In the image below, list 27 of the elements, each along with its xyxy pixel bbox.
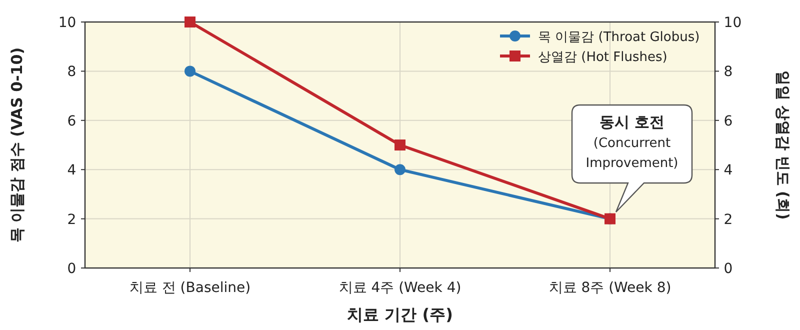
tick-label: 8 — [67, 64, 76, 80]
legend-label: 목 이물감 (Throat Globus) — [538, 30, 700, 45]
legend-label: 상열감 (Hot Flushes) — [538, 50, 668, 65]
annotation: 동시 호전 — [599, 113, 665, 131]
tick-label: 8 — [724, 64, 733, 80]
tick-label: 6 — [67, 113, 76, 130]
point — [394, 164, 406, 176]
tick-label: 4 — [67, 162, 76, 179]
tick-label: 0 — [67, 261, 76, 277]
tick-label: 0 — [724, 261, 733, 277]
tick-label: 6 — [724, 113, 733, 130]
category-label: 치료 4주 (Week 4) — [338, 280, 462, 296]
tick-label: 10 — [58, 15, 76, 31]
y-axis-title: 목 이물감 점수 (VAS 0-10) — [8, 47, 26, 243]
annotation: Improvement) — [586, 156, 678, 171]
point — [394, 140, 406, 150]
tick-label: 10 — [724, 15, 742, 31]
point — [184, 16, 196, 28]
tick-label: 2 — [67, 212, 76, 228]
category-label: 치료 8주 (Week 8) — [548, 280, 672, 296]
y2-axis-title: 일일 상열감 빈도 (회) — [774, 70, 792, 220]
annotation: (Concurrent — [593, 136, 671, 151]
category-label: 치료 전 (Baseline) — [129, 280, 251, 296]
point — [184, 66, 196, 77]
tick-label: 2 — [724, 212, 733, 228]
tick-label: 4 — [724, 162, 733, 179]
x-axis-title: 치료 기간 (주) — [347, 305, 453, 324]
